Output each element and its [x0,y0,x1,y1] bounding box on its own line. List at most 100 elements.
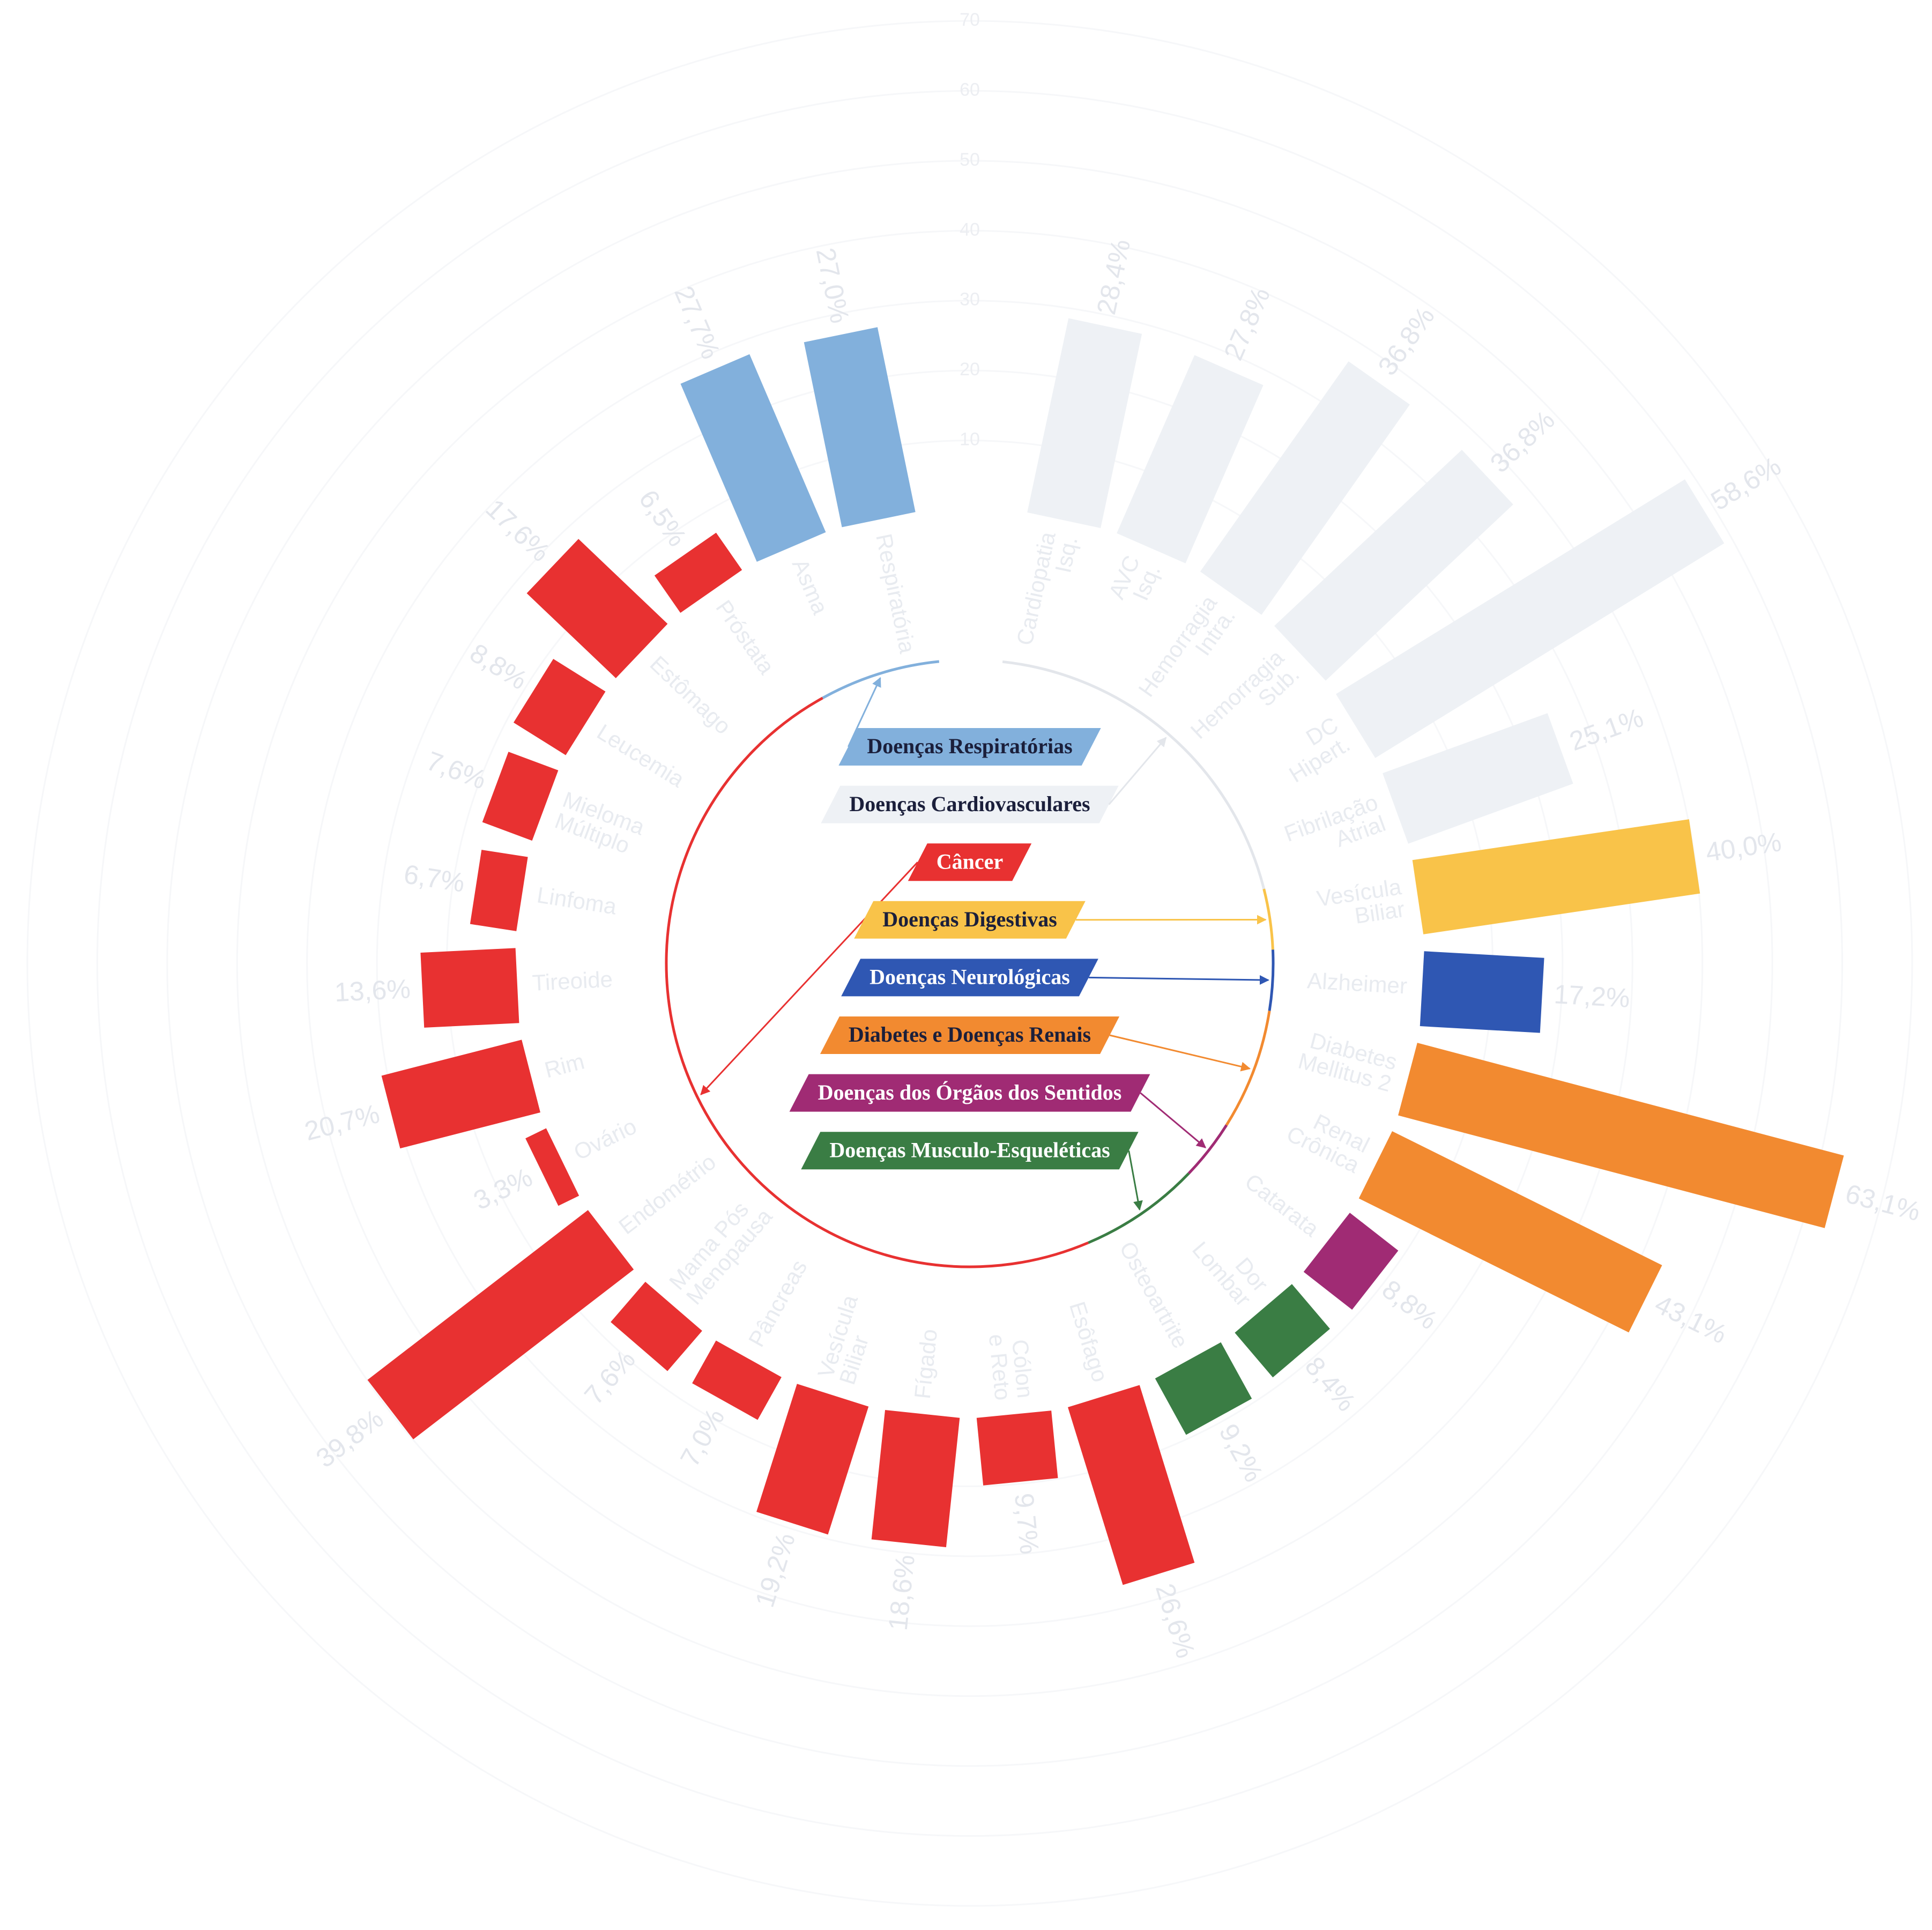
legend-item: Doenças dos Órgãos dos Sentidos [789,1074,1150,1112]
value-label: 9,2% [1213,1419,1269,1487]
value-label: 8,8% [465,637,532,695]
legend-box [820,1016,1120,1054]
legend-box [841,959,1098,997]
legend-box [908,843,1032,881]
category-label-line: Cardiopatia [1012,529,1060,648]
grid-circle [306,300,1633,1627]
category-label-line: Respiratória [871,531,920,656]
category-label: MielomaMúltiplo [552,786,648,861]
bar [976,1411,1058,1486]
y-tick-label: 60 [960,79,980,100]
value-label: 27,0% [811,245,855,325]
category-label-line: Cólon [1007,1338,1038,1399]
category-label: AVCIsq. [1104,552,1165,612]
legend-box [821,785,1119,823]
category-label-line: Linfoma [536,882,619,919]
category-label-line: Pâncreas [744,1256,812,1351]
category-label: Endométrio [614,1149,720,1239]
value-label: 27,8% [1218,283,1276,365]
y-tick-label: 10 [960,429,980,450]
category-label: HemorragiaSub. [1186,644,1304,760]
value-label: 6,5% [633,485,693,552]
legend-box [838,728,1101,766]
legend-box [789,1074,1150,1112]
legend-box [854,901,1086,939]
group-arc [822,660,940,700]
category-label: Rim [542,1049,587,1083]
legend-item: Doenças Respiratórias [838,728,1101,766]
category-label-line: Asma [787,555,834,618]
value-label: 58,6% [1706,451,1786,516]
bar [367,1210,634,1439]
grid-circle [96,90,1844,1837]
legend-box [801,1132,1139,1170]
category-label: DCHipert. [1273,712,1354,788]
value-label: 36,8% [1372,301,1440,381]
value-label: 36,8% [1484,405,1561,479]
bar [470,850,528,931]
legend-arrow [1128,1150,1143,1211]
category-label-line: Tireoide [532,967,613,996]
category-label: FibrilaçãoAtrial [1281,790,1389,868]
legend-label: Diabetes e Doenças Renais [849,1022,1091,1046]
value-label: 7,0% [674,1404,730,1472]
legend-item: Doenças Musculo-Esqueléticas [801,1132,1139,1170]
value-label: 7,6% [578,1345,641,1411]
value-label: 7,6% [422,746,490,795]
legend-arrow [700,862,918,1095]
category-label-line: Estômago [645,651,735,739]
bar [1235,1284,1330,1378]
legend-arrow [1140,1092,1207,1148]
category-label: RenalCrônica [1283,1101,1374,1178]
value-label: 3,3% [469,1162,537,1215]
value-label: 25,1% [1565,702,1647,756]
category-label: Pâncreas [744,1256,812,1351]
value-label: 19,2% [749,1530,801,1611]
category-label-line: Leucemia [592,719,689,792]
category-label-line: Endométrio [614,1149,720,1239]
y-tick-label: 50 [960,150,980,170]
bar [526,539,668,678]
category-label: Ovário [570,1114,641,1165]
value-label: 27,7% [668,281,726,363]
category-label: Alzheimer [1306,968,1408,998]
bar [1336,479,1725,758]
value-label: 43,1% [1650,1289,1732,1349]
value-label: 26,6% [1150,1580,1201,1661]
grid-circle [236,229,1704,1697]
bar [1200,361,1410,615]
grid-circle [166,160,1773,1767]
category-label: Respiratória [871,531,920,656]
bar [1412,819,1700,934]
bar [654,532,742,613]
value-label: 9,7% [1009,1492,1045,1556]
value-label: 13,6% [334,974,411,1007]
category-label: Próstata [711,596,779,679]
category-label: Osteoartrite [1114,1237,1193,1353]
group-arc [1187,1124,1228,1175]
value-label: 63,1% [1842,1178,1923,1227]
category-label-line: Próstata [711,596,779,679]
category-label-line: Ovário [570,1114,641,1165]
bar [692,1340,782,1420]
group-arc [1002,660,1266,889]
value-label: 17,6% [480,493,556,567]
legend-item: Doenças Cardiovasculares [821,785,1119,823]
legend-arrow [848,677,881,747]
legend-item: Doenças Digestivas [854,901,1086,939]
value-label: 18,6% [883,1553,921,1632]
bar [1398,1043,1844,1228]
legend-item: Doenças Neurológicas [841,959,1098,997]
grid-circle [376,369,1564,1557]
legend-label: Câncer [937,849,1003,873]
category-label: Asma [787,555,834,618]
y-tick-label: 20 [960,359,980,380]
category-label-line: Catarata [1240,1169,1324,1242]
bar [1027,318,1142,529]
bar [611,1281,702,1371]
legend-label: Doenças Digestivas [882,907,1057,931]
category-label: Leucemia [592,719,689,792]
category-label: Linfoma [536,882,619,919]
bar [1117,355,1264,563]
